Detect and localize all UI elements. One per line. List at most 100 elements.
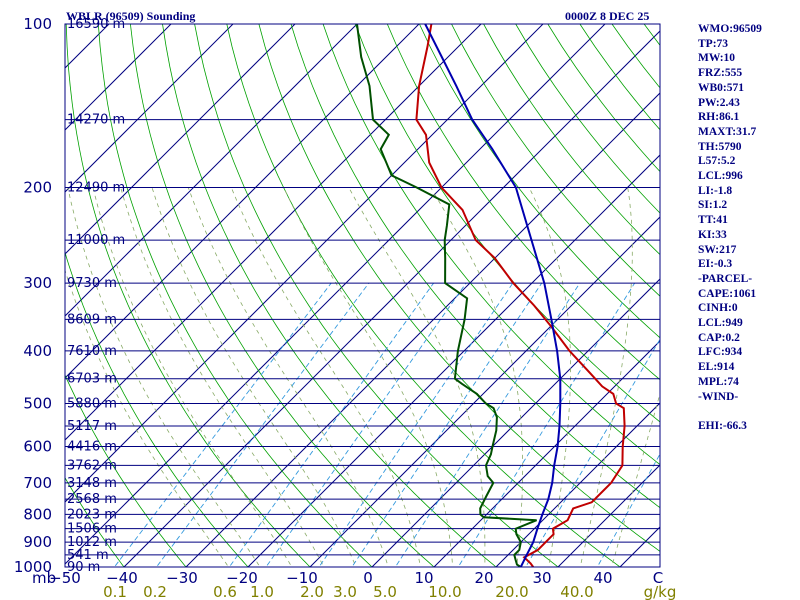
- index-row: LI:-1.8: [698, 184, 733, 197]
- mixing-ratio-tick-label: 0.2: [143, 583, 167, 600]
- pressure-tick-label: 500: [23, 395, 52, 413]
- isobars: [65, 23, 660, 568]
- sounding-traces: [356, 24, 626, 567]
- isotherm: [65, 24, 544, 503]
- mixing-ratio-tick-label: 40.0: [560, 583, 593, 600]
- mixing-ratio-tick-label: 0.6: [213, 583, 237, 600]
- pressure-tick-label: 200: [23, 178, 52, 196]
- isotherm: [65, 24, 172, 131]
- height-label: 4416 m: [67, 440, 117, 455]
- mixing-ratio-line: [596, 453, 660, 567]
- pressure-tick-label: 700: [23, 474, 52, 492]
- dry-adiabat: [65, 374, 187, 567]
- isotherm: [65, 24, 358, 317]
- isotherm: [65, 24, 482, 441]
- index-row: CINH:0: [698, 302, 738, 315]
- temperature-tick-label: 0: [363, 569, 373, 587]
- height-label: 90 m: [67, 560, 100, 575]
- plot-area: [64, 23, 800, 579]
- temperature-tick-label: −50: [49, 569, 81, 587]
- moist-adiabat: [92, 187, 293, 567]
- dry-adiabat: [97, 24, 373, 567]
- pressure-axis: 100 200 300 400 500 600 700 800 900 1000: [14, 15, 52, 576]
- mixing-ratio-tick-label: 20.0: [495, 583, 528, 600]
- height-label: 5880 m: [67, 397, 117, 412]
- mixing-ratio-line: [318, 282, 514, 567]
- index-row: MAXT:31.7: [698, 125, 757, 138]
- chart-title: WBLR (96509) Sounding: [66, 9, 196, 23]
- height-label: 2023 m: [67, 507, 117, 522]
- index-row: FRZ:555: [698, 67, 743, 80]
- height-label: 7610 m: [67, 344, 117, 359]
- temperature-tick-label: 40: [593, 569, 612, 587]
- height-label: 541 m: [67, 548, 109, 563]
- temperature-tick-label: C: [653, 569, 663, 587]
- mixing-ratio-tick-label: g/kg: [644, 583, 677, 600]
- mixing-ratio-tick-label: 5.0: [373, 583, 397, 600]
- moist-adiabat: [65, 269, 230, 567]
- temperature-tick-label: −30: [166, 569, 198, 587]
- height-label: 11000 m: [67, 233, 125, 248]
- index-row: RH:86.1: [698, 111, 740, 124]
- temperature-trace: [415, 24, 626, 567]
- index-row: -PARCEL-: [698, 272, 753, 285]
- background-grid: [65, 24, 800, 579]
- pressure-tick-label: 900: [23, 533, 52, 551]
- dry-adiabat: [386, 24, 660, 381]
- height-label: 6703 m: [67, 372, 117, 387]
- dry-adiabat: [194, 24, 559, 567]
- moist-adiabat: [611, 392, 660, 567]
- indices-panel: WMO:96509 TP:73 MW:10 FRZ:555 WB0:571 PW:2.43…: [698, 22, 762, 434]
- isotherm: [247, 154, 660, 567]
- pressure-tick-label: 1000: [14, 558, 52, 576]
- height-label: 5117 m: [67, 419, 117, 434]
- index-row: PW:2.43: [698, 96, 740, 109]
- isotherm: [557, 464, 660, 567]
- isotherm: [371, 278, 660, 567]
- mixing-ratio-line: [457, 282, 636, 567]
- dry-adiabat: [226, 24, 621, 567]
- dry-adiabat: [290, 24, 660, 509]
- mixing-ratio-line: [351, 282, 543, 567]
- pressure-tick-label: 400: [23, 342, 52, 360]
- temperature-tick-label: 20: [474, 569, 493, 587]
- index-row: CAPE:1061: [698, 287, 757, 300]
- moist-adiabat: [348, 187, 486, 567]
- height-label: 12490 m: [67, 180, 125, 195]
- pressure-tick-label: 800: [23, 505, 52, 523]
- index-row: EHI:-66.3: [698, 419, 747, 432]
- moist-adiabat: [283, 187, 454, 567]
- index-row: LCL:949: [698, 317, 743, 330]
- dry-adiabat: [773, 24, 800, 579]
- height-label: 8609 m: [67, 312, 117, 327]
- height-label: 2568 m: [67, 492, 117, 507]
- moist-adiabat: [120, 187, 325, 567]
- index-row: MW:10: [698, 52, 736, 65]
- height-label: 3148 m: [67, 476, 117, 491]
- pressure-tick-label: 300: [23, 274, 52, 292]
- moist-adiabat: [430, 187, 524, 567]
- index-row: KI:33: [698, 228, 727, 241]
- index-row: WB0:571: [698, 81, 744, 94]
- dry-adiabat: [547, 24, 660, 173]
- temperature-axis: −50 −40 −30 −20 −10 0 10 20 30 40 C: [49, 569, 663, 587]
- pressure-tick-label: 600: [23, 438, 52, 456]
- mixing-ratio-tick-label: 2.0: [300, 583, 324, 600]
- temperature-tick-label: 10: [414, 569, 433, 587]
- dry-adiabat: [162, 24, 497, 567]
- isotherm: [65, 24, 606, 565]
- height-label: 1012 m: [67, 535, 117, 550]
- height-label: 14270 m: [67, 113, 125, 128]
- dry-adiabat: [130, 24, 435, 567]
- index-row: LCL:996: [698, 170, 743, 183]
- isotherm: [65, 24, 420, 379]
- mixing-ratio-line: [525, 338, 660, 567]
- dry-adiabat: [65, 24, 311, 567]
- index-row: WMO:96509: [698, 23, 762, 35]
- dry-adiabat: [579, 24, 660, 131]
- temperature-tick-label: 30: [532, 569, 551, 587]
- index-row: LFC:934: [698, 346, 743, 359]
- pressure-tick-label: 100: [23, 15, 52, 33]
- mixing-ratio-line: [228, 282, 434, 567]
